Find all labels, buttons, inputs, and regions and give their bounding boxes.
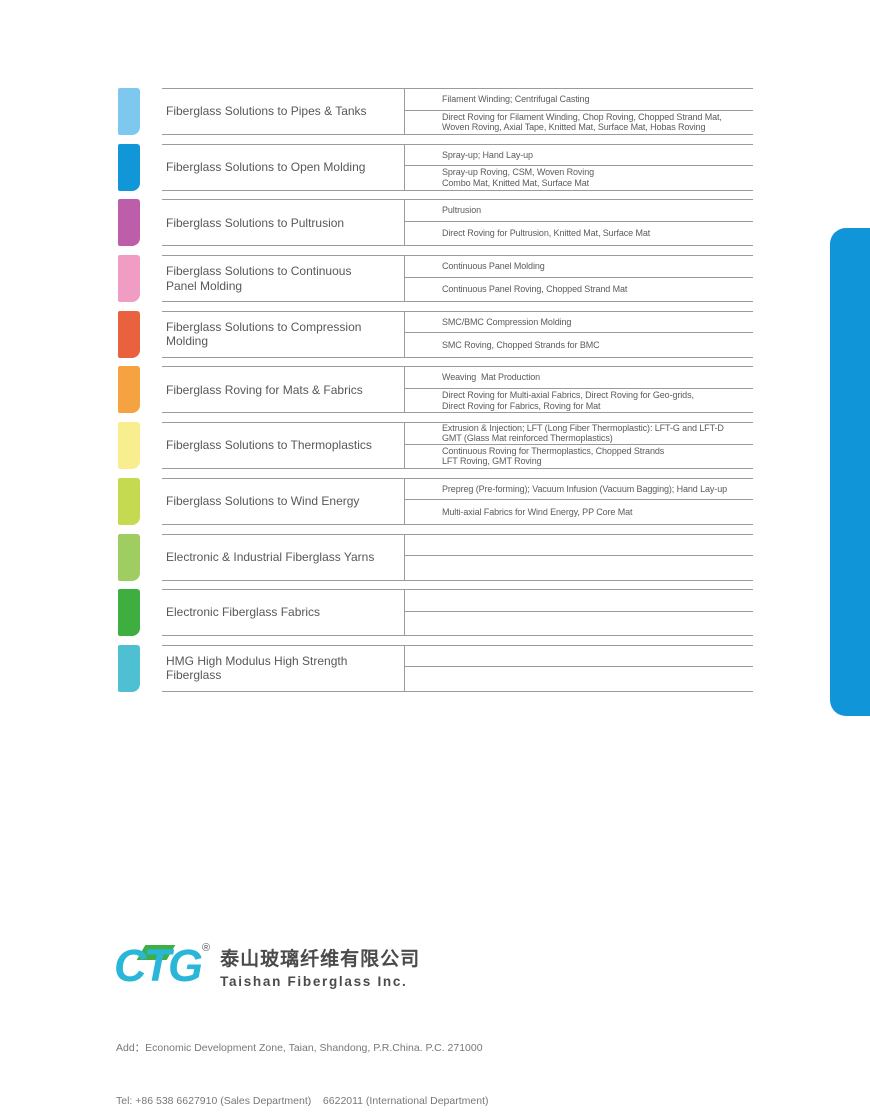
process-cell: Pultrusion: [405, 200, 753, 222]
page-edge-tab: [830, 228, 870, 716]
row-group: Fiberglass Solutions to Continuous Panel…: [162, 255, 753, 303]
category-color-tab: [118, 88, 140, 135]
process-cell: Continuous Panel Molding: [405, 256, 753, 278]
process-cell: Weaving Mat Production: [405, 367, 753, 390]
contact-block: Add：Economic Development Zone, Taian, Sh…: [116, 1005, 490, 1120]
process-cell: [405, 590, 753, 612]
row-right-column: Filament Winding; Centrifugal Casting Di…: [405, 89, 753, 134]
tel-line: Tel: +86 538 6627910 (Sales Department) …: [116, 1094, 489, 1107]
category-label: Fiberglass Solutions to Open Molding: [162, 144, 405, 190]
category-label: Fiberglass Solutions to Pipes & Tanks: [162, 89, 405, 134]
row-group: HMG High Modulus High Strength Fiberglas…: [162, 644, 753, 692]
category-label: Fiberglass Solutions to Continuous Panel…: [162, 256, 405, 302]
category-label: HMG High Modulus High Strength Fiberglas…: [162, 645, 405, 691]
row-right-column: Weaving Mat Production Direct Roving for…: [405, 367, 753, 412]
category-color-tab: [118, 533, 140, 581]
ctg-logo-mark: CTG: [114, 940, 203, 992]
table-row: Fiberglass Solutions to Wind Energy Prep…: [118, 477, 753, 525]
category-color-tab: [118, 143, 140, 191]
products-cell: [405, 612, 753, 635]
table-row: Fiberglass Solutions to Compression Mold…: [118, 310, 753, 358]
products-cell: Direct Roving for Filament Winding, Chop…: [442, 111, 722, 133]
products-cell: Continuous Roving for Thermoplastics, Ch…: [442, 445, 665, 467]
category-label: Fiberglass Solutions to Thermoplastics: [162, 423, 405, 469]
row-right-column: [405, 590, 753, 635]
category-label: Fiberglass Roving for Mats & Fabrics: [162, 367, 405, 413]
process-cell: [405, 535, 753, 557]
process-cell: SMC/BMC Compression Molding: [405, 312, 753, 334]
registered-trademark-symbol: ®: [202, 942, 211, 954]
process-cell: Prepreg (Pre-forming); Vacuum Infusion (…: [405, 479, 753, 501]
company-names: 泰山玻璃纤维有限公司 Taishan Fiberglass Inc.: [220, 942, 420, 989]
row-right-column: [405, 535, 753, 580]
row-right-column: Spray-up; Hand Lay-up Spray-up Roving, C…: [405, 145, 753, 190]
row-right-column: Prepreg (Pre-forming); Vacuum Infusion (…: [405, 479, 753, 524]
category-color-tab: [118, 477, 140, 525]
products-cell: [405, 667, 753, 690]
row-group: Fiberglass Roving for Mats & Fabrics Wea…: [162, 366, 753, 414]
category-color-tab: [118, 589, 140, 637]
category-label: Fiberglass Solutions to Pultrusion: [162, 200, 405, 246]
category-label: Electronic & Industrial Fiberglass Yarns: [162, 534, 405, 580]
table-row: Electronic & Industrial Fiberglass Yarns: [118, 533, 753, 581]
category-label: Fiberglass Solutions to Wind Energy: [162, 478, 405, 524]
category-color-tab: [118, 644, 140, 692]
company-name-chinese: 泰山玻璃纤维有限公司: [220, 948, 421, 970]
products-cell: Direct Roving for Multi-axial Fabrics, D…: [442, 390, 694, 411]
products-cell: Continuous Panel Roving, Chopped Strand …: [442, 284, 628, 295]
row-group: Fiberglass Solutions to Pultrusion Pultr…: [162, 199, 753, 247]
row-group: Fiberglass Solutions to Wind Energy Prep…: [162, 477, 753, 525]
table-row: Fiberglass Solutions to Thermoplastics E…: [118, 422, 753, 470]
products-cell: Spray-up Roving, CSM, Woven Roving Combo…: [442, 167, 594, 188]
category-label: Fiberglass Solutions to Compression Mold…: [162, 311, 405, 357]
table-row: Fiberglass Solutions to Pultrusion Pultr…: [118, 199, 753, 247]
row-right-column: SMC/BMC Compression Molding SMC Roving, …: [405, 312, 753, 357]
row-group: Electronic & Industrial Fiberglass Yarns: [162, 533, 753, 581]
company-logo: CTG ® 泰山玻璃纤维有限公司 Taishan Fiberglass Inc.: [114, 942, 420, 992]
company-name-english: Taishan Fiberglass Inc.: [220, 974, 408, 989]
row-group: Fiberglass Solutions to Thermoplastics E…: [162, 422, 753, 470]
category-color-tab: [118, 366, 140, 414]
category-label: Electronic Fiberglass Fabrics: [162, 590, 405, 636]
row-group: Fiberglass Solutions to Open Molding Spr…: [162, 143, 753, 191]
row-group: Fiberglass Solutions to Pipes & Tanks Fi…: [162, 88, 753, 135]
products-cell: Multi-axial Fabrics for Wind Energy, PP …: [442, 506, 633, 517]
category-color-tab: [118, 199, 140, 247]
table-row: Fiberglass Roving for Mats & Fabrics Wea…: [118, 366, 753, 414]
table-row: Fiberglass Solutions to Pipes & Tanks Fi…: [118, 88, 753, 135]
process-cell: Filament Winding; Centrifugal Casting: [405, 89, 753, 111]
process-cell: [405, 646, 753, 668]
row-right-column: Continuous Panel Molding Continuous Pane…: [405, 256, 753, 301]
table-row: HMG High Modulus High Strength Fiberglas…: [118, 644, 753, 692]
logo-wordmark: CTG: [114, 940, 203, 991]
row-right-column: [405, 646, 753, 691]
process-cell: Extrusion & Injection; LFT (Long Fiber T…: [405, 423, 753, 445]
row-group: Fiberglass Solutions to Compression Mold…: [162, 310, 753, 358]
category-color-tab: [118, 255, 140, 303]
products-cell: Direct Roving for Pultrusion, Knitted Ma…: [442, 228, 651, 239]
table-row: Fiberglass Solutions to Continuous Panel…: [118, 255, 753, 303]
products-cell: SMC Roving, Chopped Strands for BMC: [442, 339, 600, 350]
row-group: Electronic Fiberglass Fabrics: [162, 589, 753, 637]
category-color-tab: [118, 422, 140, 470]
products-cell: [405, 556, 753, 579]
solutions-table: Fiberglass Solutions to Pipes & Tanks Fi…: [118, 88, 753, 701]
category-color-tab: [118, 310, 140, 358]
process-cell: Spray-up; Hand Lay-up: [405, 145, 753, 167]
table-row: Fiberglass Solutions to Open Molding Spr…: [118, 143, 753, 191]
table-row: Electronic Fiberglass Fabrics: [118, 589, 753, 637]
row-right-column: Pultrusion Direct Roving for Pultrusion,…: [405, 200, 753, 245]
row-right-column: Extrusion & Injection; LFT (Long Fiber T…: [405, 423, 753, 468]
address-line: Add：Economic Development Zone, Taian, Sh…: [116, 1042, 483, 1054]
